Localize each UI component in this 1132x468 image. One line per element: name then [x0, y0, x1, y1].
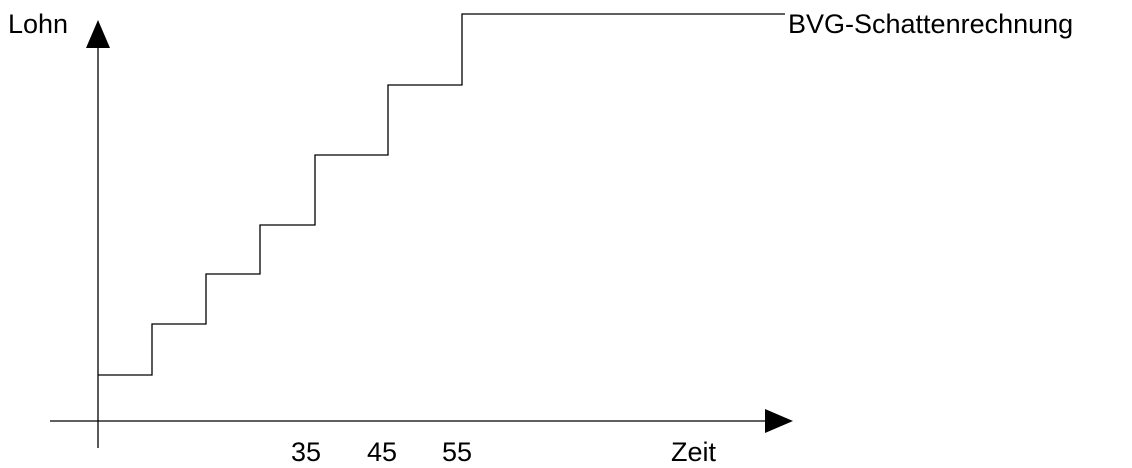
x-tick-45: 45	[367, 437, 397, 467]
y-axis-label: Lohn	[8, 9, 68, 39]
x-tick-55: 55	[442, 437, 472, 467]
x-tick-35: 35	[291, 437, 321, 467]
y-axis-arrowhead	[86, 20, 110, 48]
curve-label: BVG-Schattenrechnung	[788, 9, 1073, 39]
x-axis-label: Zeit	[671, 437, 717, 467]
x-axis-arrowhead	[765, 409, 793, 433]
salary-step-curve	[98, 13, 785, 376]
